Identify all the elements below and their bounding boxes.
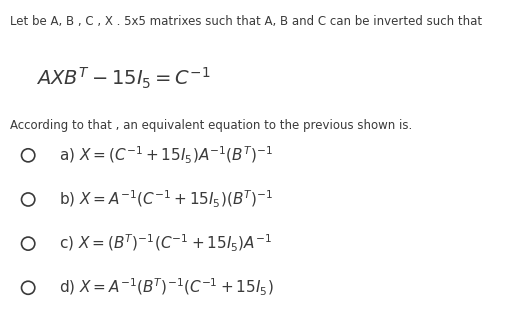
Text: b) $X = A^{-1}(C^{-1} + 15I_5)(B^{T})^{-1}$: b) $X = A^{-1}(C^{-1} + 15I_5)(B^{T})^{-… (59, 189, 273, 210)
Text: According to that , an equivalent equation to the previous shown is.: According to that , an equivalent equati… (10, 119, 413, 132)
Text: d) $X = A^{-1}(B^{T})^{-1}(C^{-1} + 15I_5)$: d) $X = A^{-1}(B^{T})^{-1}(C^{-1} + 15I_… (59, 277, 273, 298)
Text: Let be A, B , C , X . 5x5 matrixes such that A, B and C can be inverted such tha: Let be A, B , C , X . 5x5 matrixes such … (10, 15, 482, 28)
Text: $AXB^{T} - 15I_5 = C^{-1}$: $AXB^{T} - 15I_5 = C^{-1}$ (36, 65, 210, 91)
Text: a) $X = (C^{-1} + 15I_5)A^{-1}(B^{T})^{-1}$: a) $X = (C^{-1} + 15I_5)A^{-1}(B^{T})^{-… (59, 145, 273, 166)
Text: c) $X = (B^{T})^{-1}(C^{-1} + 15I_5)A^{-1}$: c) $X = (B^{T})^{-1}(C^{-1} + 15I_5)A^{-… (59, 233, 272, 254)
